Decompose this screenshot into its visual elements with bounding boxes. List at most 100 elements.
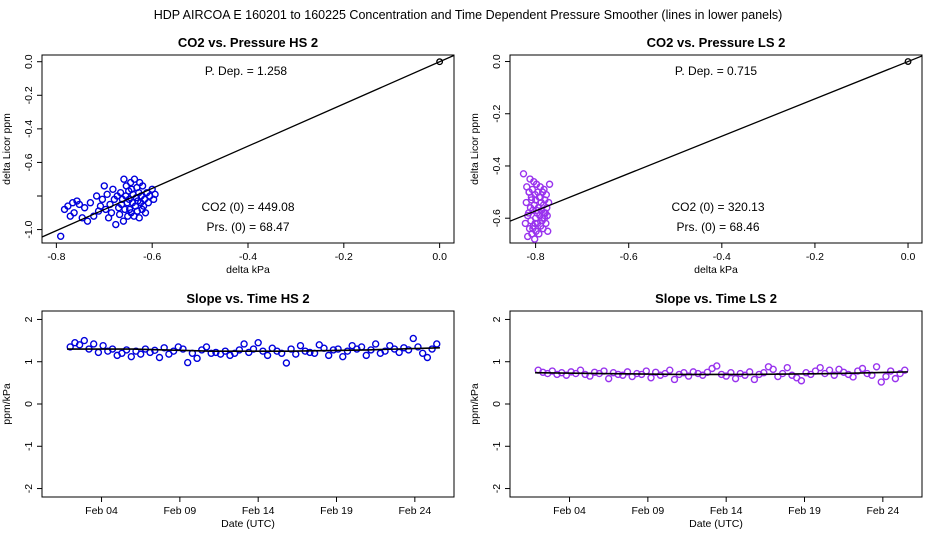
- x-tick-label: -0.4: [239, 251, 257, 263]
- data-point: [151, 190, 159, 199]
- data-point: [115, 210, 124, 219]
- data-point: [230, 349, 239, 357]
- data-point: [144, 199, 153, 207]
- y-tick-label: -1: [23, 441, 35, 450]
- data-point: [141, 209, 150, 217]
- data-point: [277, 349, 286, 357]
- data-point: [703, 368, 712, 376]
- data-point: [75, 200, 84, 209]
- data-point: [119, 217, 128, 225]
- x-tick-label: Feb 14: [242, 505, 275, 517]
- x-tick-label: Feb 24: [866, 505, 899, 517]
- x-axis-label: delta kPa: [694, 264, 738, 276]
- x-tick-label: Feb 14: [710, 505, 743, 517]
- data-point: [741, 371, 749, 379]
- data-point: [642, 367, 650, 375]
- plot-frame: [41, 310, 455, 498]
- data-point: [736, 369, 744, 378]
- y-axis-label: delta Licor ppm: [1, 113, 13, 185]
- data-point: [235, 346, 244, 354]
- x-tick-label: Feb 04: [85, 505, 118, 517]
- data-point: [545, 180, 554, 188]
- y-tick-label: 0: [491, 401, 503, 407]
- data-point: [684, 372, 693, 380]
- data-point: [830, 371, 838, 379]
- y-tick-label: 2: [23, 316, 35, 322]
- data-point: [727, 369, 735, 377]
- data-point: [121, 205, 129, 214]
- x-tick-label: -0.4: [713, 251, 731, 263]
- panel-title: CO2 vs. Pressure HS 2: [178, 35, 318, 50]
- data-point: [160, 344, 168, 352]
- data-point: [680, 369, 688, 377]
- data-point: [529, 224, 537, 233]
- data-point: [525, 188, 533, 196]
- data-point: [877, 378, 885, 386]
- x-tick-label: Feb 04: [553, 505, 586, 517]
- data-point: [797, 377, 806, 385]
- data-point: [86, 199, 95, 207]
- data-point: [750, 375, 759, 384]
- data-point: [647, 374, 655, 382]
- data-point: [138, 182, 147, 190]
- data-point: [656, 371, 665, 379]
- data-point: [107, 209, 116, 217]
- data-point: [155, 353, 164, 362]
- data-point: [670, 375, 679, 384]
- data-point: [713, 362, 721, 370]
- data-point: [334, 345, 342, 353]
- data-point: [532, 206, 541, 215]
- data-point: [193, 354, 201, 363]
- data-point: [80, 336, 88, 345]
- data-point: [136, 350, 145, 358]
- data-point: [886, 367, 895, 375]
- data-point: [760, 369, 768, 377]
- data-point: [542, 219, 550, 228]
- data-point: [527, 196, 536, 204]
- data-point: [122, 346, 131, 354]
- x-tick-label: -0.6: [143, 251, 161, 263]
- data-point: [381, 347, 389, 355]
- data-point: [414, 343, 422, 351]
- panel-co2-vs-pressure-hs: CO2 vs. Pressure HS 2 -0.8 -0.6 -0.4 -0.2 0.0…: [1, 35, 455, 276]
- data-point: [418, 349, 427, 357]
- annotation-prs-0: Prs. (0) = 68.47: [206, 220, 289, 234]
- data-point: [816, 363, 824, 372]
- data-point: [89, 340, 98, 348]
- y-tick-label: 0: [23, 401, 35, 407]
- y-tick-label: -0.6: [23, 153, 35, 171]
- data-point: [112, 220, 120, 229]
- data-point: [98, 195, 107, 204]
- data-point: [802, 369, 810, 377]
- anchor-point: [904, 58, 912, 65]
- data-point: [118, 349, 126, 357]
- data-point: [70, 209, 78, 217]
- y-tick-label: -0.4: [491, 157, 503, 175]
- data-point: [783, 363, 791, 372]
- x-tick-label: -0.6: [620, 251, 638, 263]
- data-point: [296, 341, 305, 350]
- data-point: [433, 340, 441, 348]
- y-tick-label: -2: [491, 484, 503, 493]
- x-axis-label: delta kPa: [226, 264, 270, 276]
- data-point: [882, 372, 890, 381]
- plot-frame: [509, 54, 923, 244]
- panel-title: CO2 vs. Pressure LS 2: [647, 35, 786, 50]
- data-point: [409, 334, 417, 343]
- data-point: [120, 175, 128, 183]
- data-point: [249, 345, 258, 353]
- data-point: [80, 204, 89, 212]
- data-point: [825, 366, 834, 374]
- x-tick-label: -0.8: [527, 251, 545, 263]
- data-point: [540, 209, 548, 217]
- panel-co2-vs-pressure-ls: CO2 vs. Pressure LS 2 -0.8 -0.6 -0.4 -0.2 0.0…: [469, 35, 923, 276]
- data-point: [581, 370, 589, 379]
- data-point: [731, 374, 740, 383]
- x-tick-label: -0.2: [806, 251, 824, 263]
- y-tick-label: 1: [491, 359, 503, 365]
- x-tick-label: 0.0: [432, 251, 447, 263]
- data-point: [567, 368, 575, 376]
- data-point: [536, 193, 544, 202]
- smoother-line: [67, 346, 440, 352]
